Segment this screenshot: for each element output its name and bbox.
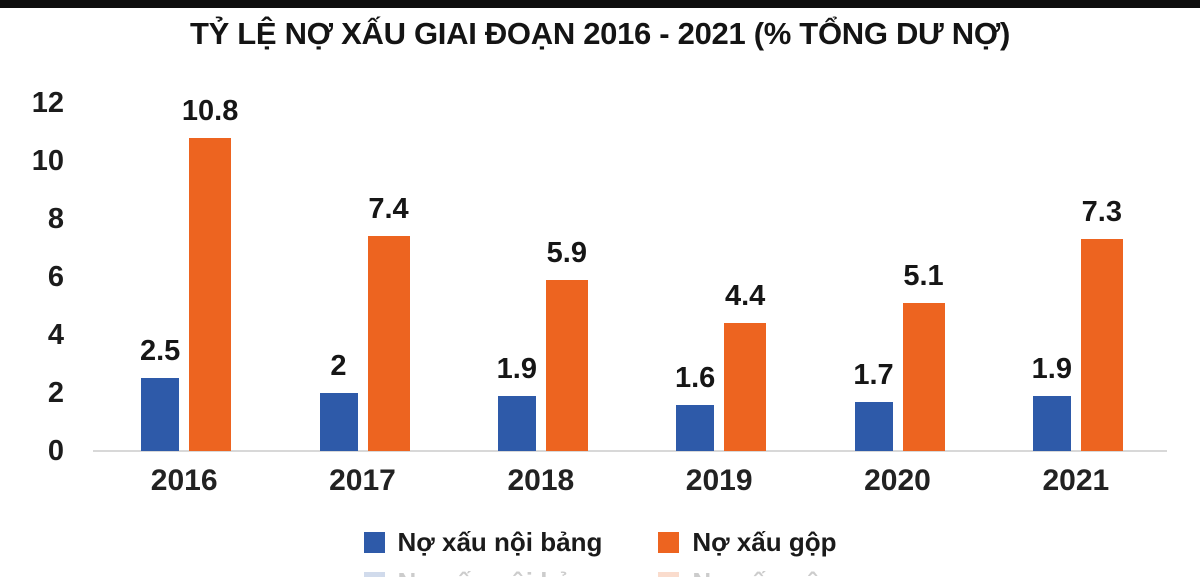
legend-swatch-icon xyxy=(363,572,385,577)
y-tick-label: 12 xyxy=(31,87,64,119)
y-tick-label: 8 xyxy=(47,203,64,235)
bar-value-label: 1.7 xyxy=(853,359,894,391)
bar-value-label: 1.6 xyxy=(674,362,716,394)
legend: Nợ xấu nội bảng Nợ xấu gộp xyxy=(0,527,1200,558)
legend-swatch-icon xyxy=(658,572,680,577)
x-category-label-2017: 2017 xyxy=(329,464,396,497)
x-axis-labels: 2016 2017 2018 2019 2020 2021 xyxy=(95,464,1165,504)
y-tick-label: 2 xyxy=(47,377,64,409)
bar-value-label: 2 xyxy=(330,350,347,382)
bar-inner-2018 xyxy=(497,396,536,451)
bar-value-label: 7.4 xyxy=(368,193,409,225)
x-category-label-2018: 2018 xyxy=(507,464,575,497)
y-tick-label: 6 xyxy=(47,261,64,293)
x-category-label-2016: 2016 xyxy=(150,464,218,497)
legend-swatch-icon xyxy=(658,532,680,553)
bar-inner-2017 xyxy=(319,393,358,451)
bar-inner-2020 xyxy=(854,402,893,451)
bar-value-label: 1.9 xyxy=(496,353,537,385)
bar-inner-2019 xyxy=(676,405,715,451)
legend-label: Nợ xấu nội bảng xyxy=(397,527,603,557)
legend-swatch-icon xyxy=(363,532,385,553)
bar-value-label: 7.3 xyxy=(1081,196,1122,228)
top-border-bar xyxy=(0,0,1200,8)
y-tick-label: 0 xyxy=(47,435,64,467)
y-axis: 0 2 4 6 8 10 12 xyxy=(16,0,64,577)
x-category-label-2020: 2020 xyxy=(864,464,931,497)
bar-gross-2016 xyxy=(189,138,232,451)
bar-value-label: 1.9 xyxy=(1031,353,1072,385)
legend-ghost-artifact: Nợ xấu nội bảng Nợ xấu gộp xyxy=(0,567,1200,577)
chart-title: TỶ LỆ NỢ XẤU GIAI ĐOẠN 2016 - 2021 (% TỔ… xyxy=(189,16,1011,51)
x-category-label-2021: 2021 xyxy=(1042,464,1110,497)
bar-gross-2020 xyxy=(902,303,945,451)
legend-label: Nợ xấu nội bảng xyxy=(398,567,603,577)
legend-item: Nợ xấu nội bảng xyxy=(363,567,603,577)
legend-item: Nợ xấu gộp xyxy=(658,567,836,577)
y-tick-label: 10 xyxy=(31,145,64,177)
y-tick-label: 4 xyxy=(47,319,64,351)
plot-area: 2.5 10.8 2 7.4 1.9 5.9 1.6 4.4 1.7 5.1 1.9 7.3 xyxy=(95,95,1165,451)
bar-value-label: 5.1 xyxy=(903,260,944,292)
bar-value-label: 10.8 xyxy=(181,95,239,127)
bar-value-label: 2.5 xyxy=(139,335,181,367)
bar-value-label: 5.9 xyxy=(546,237,587,269)
legend-label: Nợ xấu gộp xyxy=(692,527,837,557)
x-category-label-2019: 2019 xyxy=(685,464,753,497)
bar-value-label: 4.4 xyxy=(724,280,766,312)
bar-gross-2021 xyxy=(1080,239,1123,451)
bar-inner-2016 xyxy=(141,378,180,451)
x-axis-line xyxy=(93,450,1167,452)
legend-label: Nợ xấu gộp xyxy=(692,567,836,577)
bar-gross-2018 xyxy=(545,280,588,451)
bar-inner-2021 xyxy=(1032,396,1071,451)
bar-gross-2017 xyxy=(367,236,410,451)
legend-item: Nợ xấu nội bảng xyxy=(363,527,603,558)
bar-gross-2019 xyxy=(724,323,767,451)
legend-item: Nợ xấu gộp xyxy=(658,527,836,558)
